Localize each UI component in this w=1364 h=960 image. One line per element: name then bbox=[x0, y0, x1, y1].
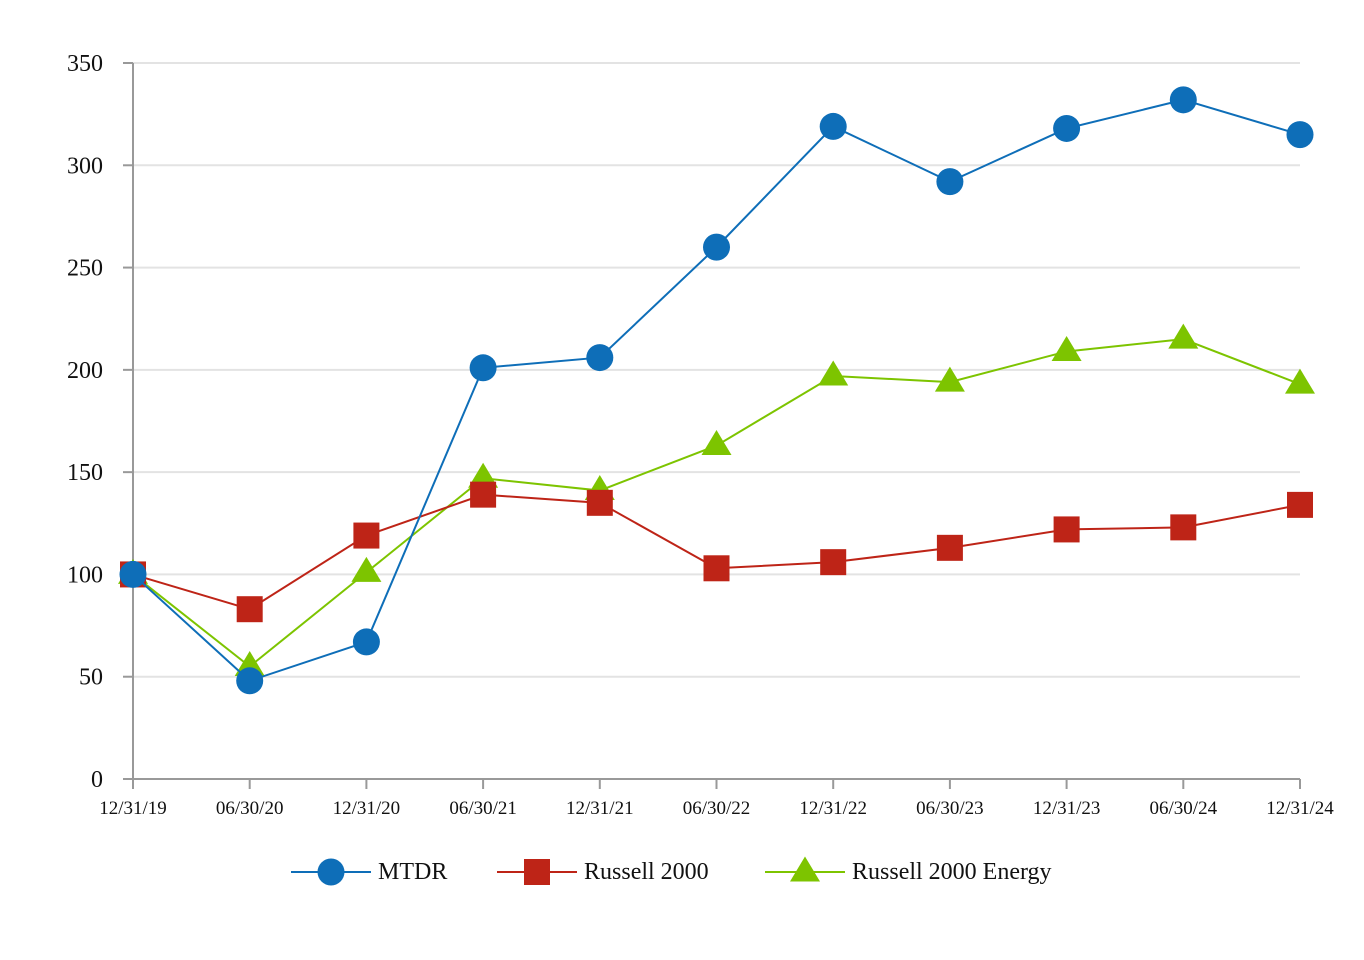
data-point-mtdr bbox=[936, 168, 964, 196]
x-tick-label: 12/31/20 bbox=[333, 798, 401, 819]
x-tick-label: 12/31/23 bbox=[1033, 798, 1101, 819]
data-point-mtdr bbox=[119, 560, 147, 588]
data-point-mtdr bbox=[1053, 114, 1081, 142]
series-line-russell-2000 bbox=[132, 493, 1301, 611]
data-point-russell-2000 bbox=[236, 596, 263, 623]
y-tick-label: 200 bbox=[67, 358, 103, 384]
x-tick-label: 12/31/21 bbox=[566, 798, 634, 819]
x-tick-label: 12/31/19 bbox=[99, 798, 167, 819]
data-point-russell-2000 bbox=[703, 555, 730, 582]
data-point-mtdr bbox=[586, 344, 614, 372]
data-point-russell-2000-energy bbox=[1051, 335, 1082, 361]
x-tick-label: 06/30/20 bbox=[216, 798, 284, 819]
y-axis-ticks: 0 50 100 150 200 250 300 350 bbox=[67, 51, 133, 793]
series-layer bbox=[118, 86, 1315, 695]
y-tick-label: 100 bbox=[67, 562, 103, 588]
data-point-russell-2000-energy bbox=[351, 556, 382, 582]
data-point-russell-2000 bbox=[353, 522, 380, 549]
data-point-mtdr bbox=[352, 628, 380, 656]
legend-label: Russell 2000 Energy bbox=[852, 859, 1052, 885]
series-line-mtdr bbox=[132, 98, 1301, 682]
y-tick-label: 250 bbox=[67, 256, 103, 282]
series-line-russell-2000-energy bbox=[132, 338, 1301, 668]
y-tick-label: 150 bbox=[67, 460, 103, 486]
axes bbox=[132, 63, 1300, 780]
data-point-russell-2000 bbox=[1053, 516, 1080, 543]
x-tick-label: 06/30/22 bbox=[683, 798, 751, 819]
legend-marker-circle bbox=[317, 858, 345, 886]
data-point-mtdr bbox=[1169, 86, 1197, 114]
legend-item-mtdr: MTDR bbox=[291, 858, 447, 886]
data-point-russell-2000 bbox=[470, 481, 497, 508]
data-point-mtdr bbox=[703, 233, 730, 261]
legend: MTDR Russell 2000 Russell 2000 Energy bbox=[291, 856, 1052, 886]
y-tick-label: 50 bbox=[79, 665, 103, 691]
y-tick-label: 0 bbox=[91, 767, 103, 793]
gridlines bbox=[133, 62, 1300, 678]
series-russell-2000-energy bbox=[118, 323, 1315, 676]
legend-item-russell-2000: Russell 2000 bbox=[497, 859, 709, 885]
legend-marker-triangle bbox=[790, 856, 820, 882]
data-point-russell-2000 bbox=[1170, 514, 1197, 541]
x-tick-label: 06/30/24 bbox=[1150, 798, 1218, 819]
x-tick-label: 12/31/22 bbox=[799, 798, 867, 819]
data-point-mtdr bbox=[469, 354, 497, 382]
y-tick-label: 350 bbox=[67, 51, 103, 77]
data-point-russell-2000 bbox=[820, 549, 847, 576]
data-point-mtdr bbox=[1286, 121, 1314, 149]
data-point-mtdr bbox=[236, 667, 264, 695]
x-axis-ticks: 12/31/19 06/30/20 12/31/20 06/30/21 12/31/21… bbox=[99, 779, 1334, 819]
x-tick-label: 12/31/24 bbox=[1266, 798, 1334, 819]
legend-item-russell-2000-energy: Russell 2000 Energy bbox=[765, 856, 1052, 885]
data-point-russell-2000-energy bbox=[934, 366, 965, 392]
x-tick-label: 06/30/21 bbox=[449, 798, 517, 819]
legend-label: MTDR bbox=[378, 859, 447, 885]
data-point-russell-2000 bbox=[586, 489, 613, 516]
data-point-russell-2000-energy bbox=[1168, 323, 1199, 349]
y-tick-label: 300 bbox=[67, 153, 103, 179]
data-point-russell-2000-energy bbox=[468, 462, 499, 488]
data-point-russell-2000-energy bbox=[701, 430, 732, 456]
series-russell-2000 bbox=[120, 481, 1313, 623]
data-point-russell-2000 bbox=[936, 534, 963, 561]
data-point-mtdr bbox=[819, 112, 847, 140]
series-mtdr bbox=[119, 86, 1314, 695]
data-point-russell-2000-energy bbox=[1285, 368, 1315, 394]
x-tick-label: 06/30/23 bbox=[916, 798, 984, 819]
legend-marker-square bbox=[524, 859, 550, 885]
data-point-russell-2000-energy bbox=[818, 360, 849, 386]
legend-label: Russell 2000 bbox=[584, 859, 709, 885]
data-point-russell-2000 bbox=[1287, 491, 1313, 518]
